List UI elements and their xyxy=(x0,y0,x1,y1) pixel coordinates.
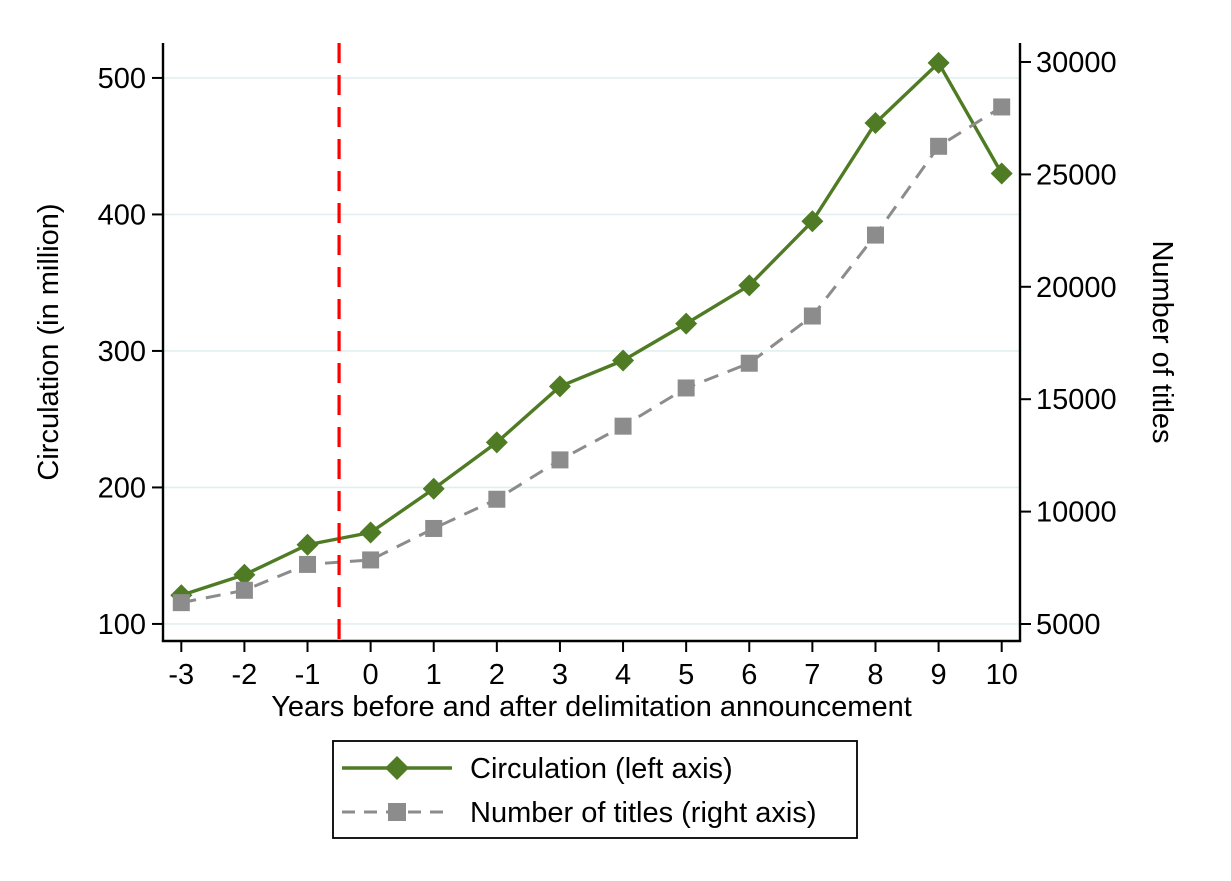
x-axis-title: Years before and after delimitation anno… xyxy=(271,691,912,723)
square-marker xyxy=(488,490,506,508)
diamond-marker xyxy=(548,375,571,398)
diamond-marker xyxy=(738,274,761,297)
legend-diamond-marker xyxy=(385,756,409,780)
square-marker xyxy=(235,581,253,599)
square-marker xyxy=(172,594,190,612)
diamond-marker xyxy=(675,312,698,335)
y-left-axis-title: Circulation (in million) xyxy=(33,203,65,480)
legend-box xyxy=(332,740,858,839)
y-right-tick-label: 10000 xyxy=(1036,497,1117,529)
square-marker xyxy=(362,551,380,569)
diamond-marker xyxy=(485,431,508,454)
diamond-marker xyxy=(927,51,950,74)
legend-label: Number of titles (right axis) xyxy=(470,797,817,829)
x-tick-label: 4 xyxy=(615,659,631,691)
y-right-tick-label: 30000 xyxy=(1036,47,1117,79)
circulation-left-axis-line xyxy=(180,61,1004,597)
y-left-tick-label: 200 xyxy=(98,472,146,504)
square-marker xyxy=(740,354,758,372)
diamond-marker xyxy=(612,349,635,372)
square-marker xyxy=(551,451,569,469)
x-tick-label: -3 xyxy=(168,659,194,691)
diamond-marker xyxy=(296,533,319,556)
square-marker xyxy=(866,226,884,244)
square-marker xyxy=(425,519,443,537)
x-tick-label: 1 xyxy=(426,659,442,691)
y-right-tick-label: 15000 xyxy=(1036,384,1117,416)
x-tick-label: 7 xyxy=(804,659,820,691)
y-right-tick-label: 5000 xyxy=(1036,609,1101,641)
y-right-tick-label: 25000 xyxy=(1036,159,1117,191)
square-marker xyxy=(677,379,695,397)
x-tick-label: 6 xyxy=(741,659,757,691)
legend-square-marker xyxy=(388,803,406,821)
diamond-marker xyxy=(233,563,256,586)
x-tick-label: 9 xyxy=(931,659,947,691)
diamond-marker xyxy=(864,111,887,134)
x-tick-label: 8 xyxy=(867,659,883,691)
x-tick-label: -1 xyxy=(295,659,321,691)
x-tick-label: 0 xyxy=(363,659,379,691)
x-tick-label: 3 xyxy=(552,659,568,691)
diamond-marker xyxy=(422,477,445,500)
square-marker xyxy=(614,417,632,435)
y-left-tick-label: 400 xyxy=(98,199,146,231)
x-tick-label: 5 xyxy=(678,659,694,691)
diamond-marker xyxy=(801,210,824,233)
diamond-marker xyxy=(990,162,1013,185)
diamond-marker xyxy=(359,521,382,544)
x-tick-label: 10 xyxy=(986,659,1018,691)
y-left-tick-label: 100 xyxy=(98,609,146,641)
square-marker xyxy=(803,307,821,325)
y-left-tick-label: 300 xyxy=(98,336,146,368)
number-of-titles-right-axis-line xyxy=(181,105,1003,605)
square-marker xyxy=(930,137,948,155)
legend-label: Circulation (left axis) xyxy=(470,753,733,785)
y-right-axis-title: Number of titles xyxy=(1146,240,1178,443)
square-marker xyxy=(993,98,1011,116)
square-marker xyxy=(299,555,317,573)
y-right-tick-label: 20000 xyxy=(1036,272,1117,304)
x-tick-label: -2 xyxy=(232,659,258,691)
x-tick-label: 2 xyxy=(489,659,505,691)
y-left-tick-label: 500 xyxy=(98,63,146,95)
